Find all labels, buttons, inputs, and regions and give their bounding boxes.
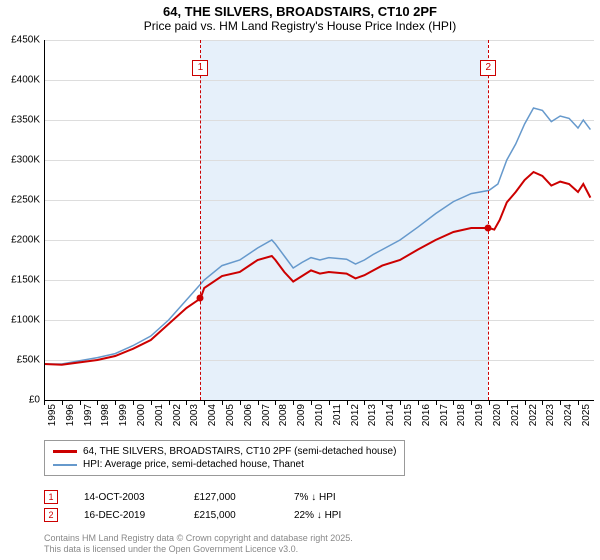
x-tick-label: 2022 [528, 404, 539, 434]
marker-dot [197, 295, 204, 302]
x-tick-label: 2006 [243, 404, 254, 434]
x-tick-label: 1997 [83, 404, 94, 434]
marker-line [200, 40, 201, 400]
x-axis [44, 400, 594, 401]
legend-label-hpi: HPI: Average price, semi-detached house,… [83, 459, 304, 470]
sale-date: 16-DEC-2019 [84, 510, 174, 521]
x-tick-label: 2005 [225, 404, 236, 434]
footer: Contains HM Land Registry data © Crown c… [44, 533, 353, 555]
legend-row-paid: 64, THE SILVERS, BROADSTAIRS, CT10 2PF (… [53, 445, 396, 458]
x-tick-label: 2013 [367, 404, 378, 434]
x-tick-label: 2012 [350, 404, 361, 434]
legend-swatch-paid [53, 450, 77, 453]
legend-row-hpi: HPI: Average price, semi-detached house,… [53, 458, 396, 471]
sale-marker-box: 1 [44, 490, 58, 504]
line-series [44, 40, 594, 400]
plot-area: 12 [44, 40, 594, 400]
x-tick-label: 2019 [474, 404, 485, 434]
y-tick-label: £300K [0, 155, 40, 166]
x-tick-label: 2002 [172, 404, 183, 434]
y-tick-label: £350K [0, 115, 40, 126]
x-tick-label: 2018 [456, 404, 467, 434]
y-tick-label: £250K [0, 195, 40, 206]
y-axis [44, 40, 45, 400]
x-tick-label: 2014 [385, 404, 396, 434]
y-tick-label: £50K [0, 355, 40, 366]
x-tick-label: 2016 [421, 404, 432, 434]
x-tick-label: 2017 [439, 404, 450, 434]
x-tick-label: 1996 [65, 404, 76, 434]
x-tick-label: 2009 [296, 404, 307, 434]
x-tick-label: 2001 [154, 404, 165, 434]
y-tick-label: £400K [0, 75, 40, 86]
y-tick-label: £450K [0, 35, 40, 46]
sale-row: 2 16-DEC-2019 £215,000 22% ↓ HPI [44, 508, 341, 522]
footer-line2: This data is licensed under the Open Gov… [44, 544, 353, 555]
x-tick-label: 1998 [100, 404, 111, 434]
x-tick-label: 2004 [207, 404, 218, 434]
legend-swatch-hpi [53, 464, 77, 466]
x-tick-label: 1995 [47, 404, 58, 434]
x-tick-label: 2011 [332, 404, 343, 434]
sale-row: 1 14-OCT-2003 £127,000 7% ↓ HPI [44, 490, 336, 504]
x-tick-label: 2025 [581, 404, 592, 434]
x-tick-label: 2010 [314, 404, 325, 434]
chart-title-line1: 64, THE SILVERS, BROADSTAIRS, CT10 2PF [0, 0, 600, 19]
y-tick-label: £150K [0, 275, 40, 286]
marker-line [488, 40, 489, 400]
x-tick-label: 2003 [189, 404, 200, 434]
x-tick-label: 2007 [261, 404, 272, 434]
x-tick-label: 2000 [136, 404, 147, 434]
marker-number-box: 1 [192, 60, 208, 76]
series-line-hpi [44, 108, 590, 364]
sale-diff: 7% ↓ HPI [294, 492, 336, 503]
sale-price: £127,000 [194, 492, 274, 503]
marker-number-box: 2 [480, 60, 496, 76]
sale-price: £215,000 [194, 510, 274, 521]
x-tick-label: 1999 [118, 404, 129, 434]
series-line-paid [44, 172, 590, 365]
marker-dot [485, 225, 492, 232]
legend-label-paid: 64, THE SILVERS, BROADSTAIRS, CT10 2PF (… [83, 446, 396, 457]
x-tick-label: 2024 [563, 404, 574, 434]
x-tick-label: 2023 [545, 404, 556, 434]
y-tick-label: £200K [0, 235, 40, 246]
sale-date: 14-OCT-2003 [84, 492, 174, 503]
chart-title-line2: Price paid vs. HM Land Registry's House … [0, 19, 600, 37]
x-tick-label: 2015 [403, 404, 414, 434]
y-tick-label: £100K [0, 315, 40, 326]
footer-line1: Contains HM Land Registry data © Crown c… [44, 533, 353, 544]
x-tick-label: 2008 [278, 404, 289, 434]
y-tick-label: £0 [0, 395, 40, 406]
sale-marker-box: 2 [44, 508, 58, 522]
x-tick-label: 2021 [510, 404, 521, 434]
sale-diff: 22% ↓ HPI [294, 510, 341, 521]
legend: 64, THE SILVERS, BROADSTAIRS, CT10 2PF (… [44, 440, 405, 476]
chart-container: 64, THE SILVERS, BROADSTAIRS, CT10 2PF P… [0, 0, 600, 560]
x-tick-label: 2020 [492, 404, 503, 434]
